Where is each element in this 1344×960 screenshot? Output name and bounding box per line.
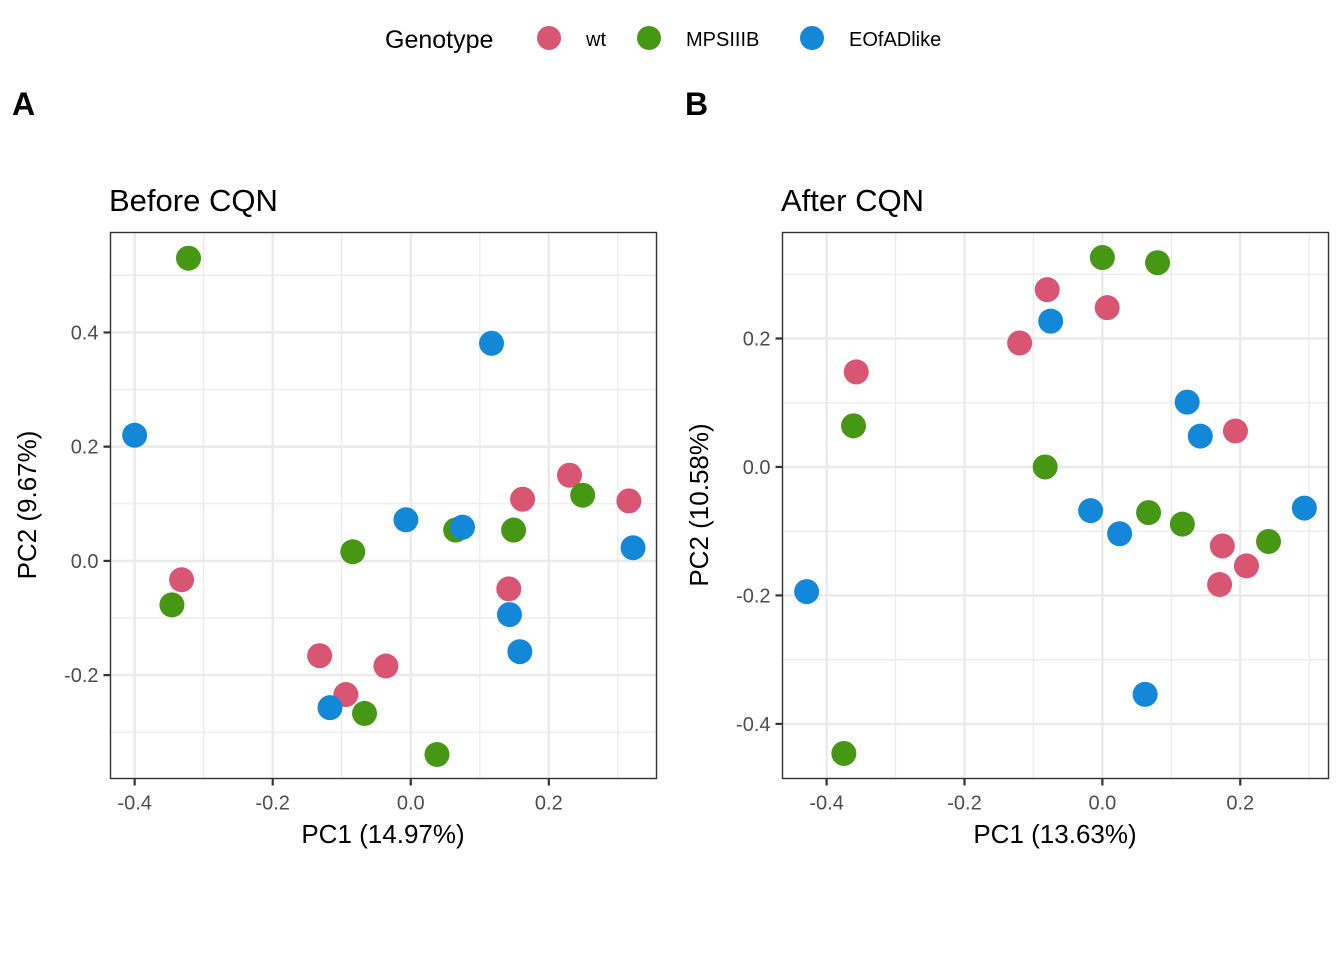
point-mpsiiib	[1169, 511, 1195, 537]
point-eofadlike	[1174, 389, 1200, 415]
point-mpsiiib	[176, 245, 201, 271]
x-tick-label: 0.2	[535, 793, 563, 815]
point-mpsiiib	[159, 592, 185, 618]
point-wt	[1209, 533, 1235, 559]
point-mpsiiib	[1089, 245, 1115, 271]
points-a	[122, 245, 646, 768]
legend-title: Genotype	[385, 26, 493, 54]
x-axis-b: -0.4 -0.2 0.0 0.2	[809, 778, 1254, 815]
point-eofadlike	[450, 514, 476, 540]
point-eofadlike	[1078, 498, 1104, 524]
x-tick-label: -0.2	[255, 793, 289, 815]
point-eofadlike	[620, 535, 646, 561]
point-wt	[169, 567, 195, 593]
x-tick-label: 0.0	[397, 793, 425, 815]
plot-frame-b	[781, 231, 1330, 780]
point-mpsiiib	[1136, 500, 1162, 526]
legend: Genotype wt MPSIIIB EOfADlike	[385, 26, 941, 54]
legend-key-mpsiiib	[637, 26, 661, 50]
grid-b	[782, 232, 1329, 779]
point-eofadlike	[1291, 495, 1317, 521]
point-wt	[557, 462, 583, 488]
points-b	[794, 245, 1317, 766]
legend-label-eofadlike: EOfADlike	[849, 29, 941, 51]
point-wt	[373, 653, 399, 679]
point-wt	[1034, 277, 1060, 303]
point-mpsiiib	[1145, 250, 1171, 276]
point-mpsiiib	[1032, 454, 1058, 480]
panel-a: A Before CQN -0.4 -0.2 0.0 0.2 -0.2 0.0 0.2 0.…	[12, 86, 658, 849]
point-wt	[1094, 295, 1120, 321]
y-tick-label: -0.4	[736, 714, 770, 736]
point-wt	[843, 359, 869, 385]
panel-title-a: Before CQN	[109, 183, 278, 218]
point-eofadlike	[479, 330, 505, 356]
point-wt	[510, 486, 536, 512]
y-axis-a: -0.2 0.0 0.2 0.4	[64, 322, 111, 687]
panel-title-b: After CQN	[781, 183, 924, 218]
panel-tag-a: A	[12, 86, 35, 122]
point-wt	[1222, 418, 1248, 444]
x-tick-label: 0.2	[1226, 793, 1254, 815]
legend-label-wt: wt	[585, 29, 606, 51]
point-mpsiiib	[352, 700, 378, 726]
point-wt	[616, 488, 642, 514]
point-mpsiiib	[501, 517, 527, 543]
y-tick-label: 0.0	[743, 457, 771, 479]
y-axis-title-b: PC2 (10.58%)	[684, 423, 714, 586]
point-wt	[1233, 553, 1259, 579]
point-mpsiiib	[841, 413, 867, 439]
point-eofadlike	[393, 507, 419, 533]
panel-tag-b: B	[685, 86, 708, 122]
legend-key-eofadlike	[800, 26, 824, 50]
x-tick-label: 0.0	[1088, 793, 1116, 815]
point-eofadlike	[1187, 423, 1213, 449]
point-eofadlike	[122, 422, 148, 448]
x-tick-label: -0.2	[947, 793, 981, 815]
legend-label-mpsiiib: MPSIIIB	[686, 29, 759, 51]
y-tick-label: 0.4	[71, 322, 99, 344]
point-eofadlike	[507, 639, 533, 665]
point-eofadlike	[1038, 308, 1064, 334]
point-mpsiiib	[1256, 528, 1282, 554]
y-tick-label: 0.0	[71, 551, 99, 573]
x-axis-a: -0.4 -0.2 0.0 0.2	[117, 778, 563, 815]
point-eofadlike	[317, 695, 343, 721]
x-axis-title-b: PC1 (13.63%)	[973, 819, 1136, 849]
plot-frame-a	[109, 231, 658, 780]
point-mpsiiib	[340, 539, 366, 565]
point-wt	[307, 643, 333, 669]
point-eofadlike	[794, 579, 820, 605]
point-wt	[1207, 572, 1233, 598]
point-wt	[1007, 330, 1033, 356]
x-axis-title-a: PC1 (14.97%)	[301, 819, 464, 849]
legend-key-wt	[537, 26, 561, 50]
point-eofadlike	[496, 602, 522, 628]
y-tick-label: 0.2	[71, 437, 99, 459]
grid-a	[110, 232, 657, 779]
y-axis-title-a: PC2 (9.67%)	[12, 431, 42, 580]
point-eofadlike	[1132, 681, 1158, 707]
x-tick-label: -0.4	[809, 793, 843, 815]
y-tick-label: 0.2	[743, 328, 771, 350]
y-axis-b: -0.4 -0.2 0.0 0.2	[736, 328, 783, 736]
point-mpsiiib	[424, 742, 450, 768]
x-tick-label: -0.4	[117, 793, 151, 815]
panel-b: B After CQN -0.4 -0.2 0.0 0.2 -0.4 -0.2 0.0 0.…	[684, 86, 1330, 849]
y-tick-label: -0.2	[736, 585, 770, 607]
point-eofadlike	[1107, 521, 1133, 547]
point-mpsiiib	[831, 740, 857, 766]
point-mpsiiib	[570, 482, 596, 508]
point-wt	[496, 576, 522, 602]
y-tick-label: -0.2	[64, 665, 98, 687]
